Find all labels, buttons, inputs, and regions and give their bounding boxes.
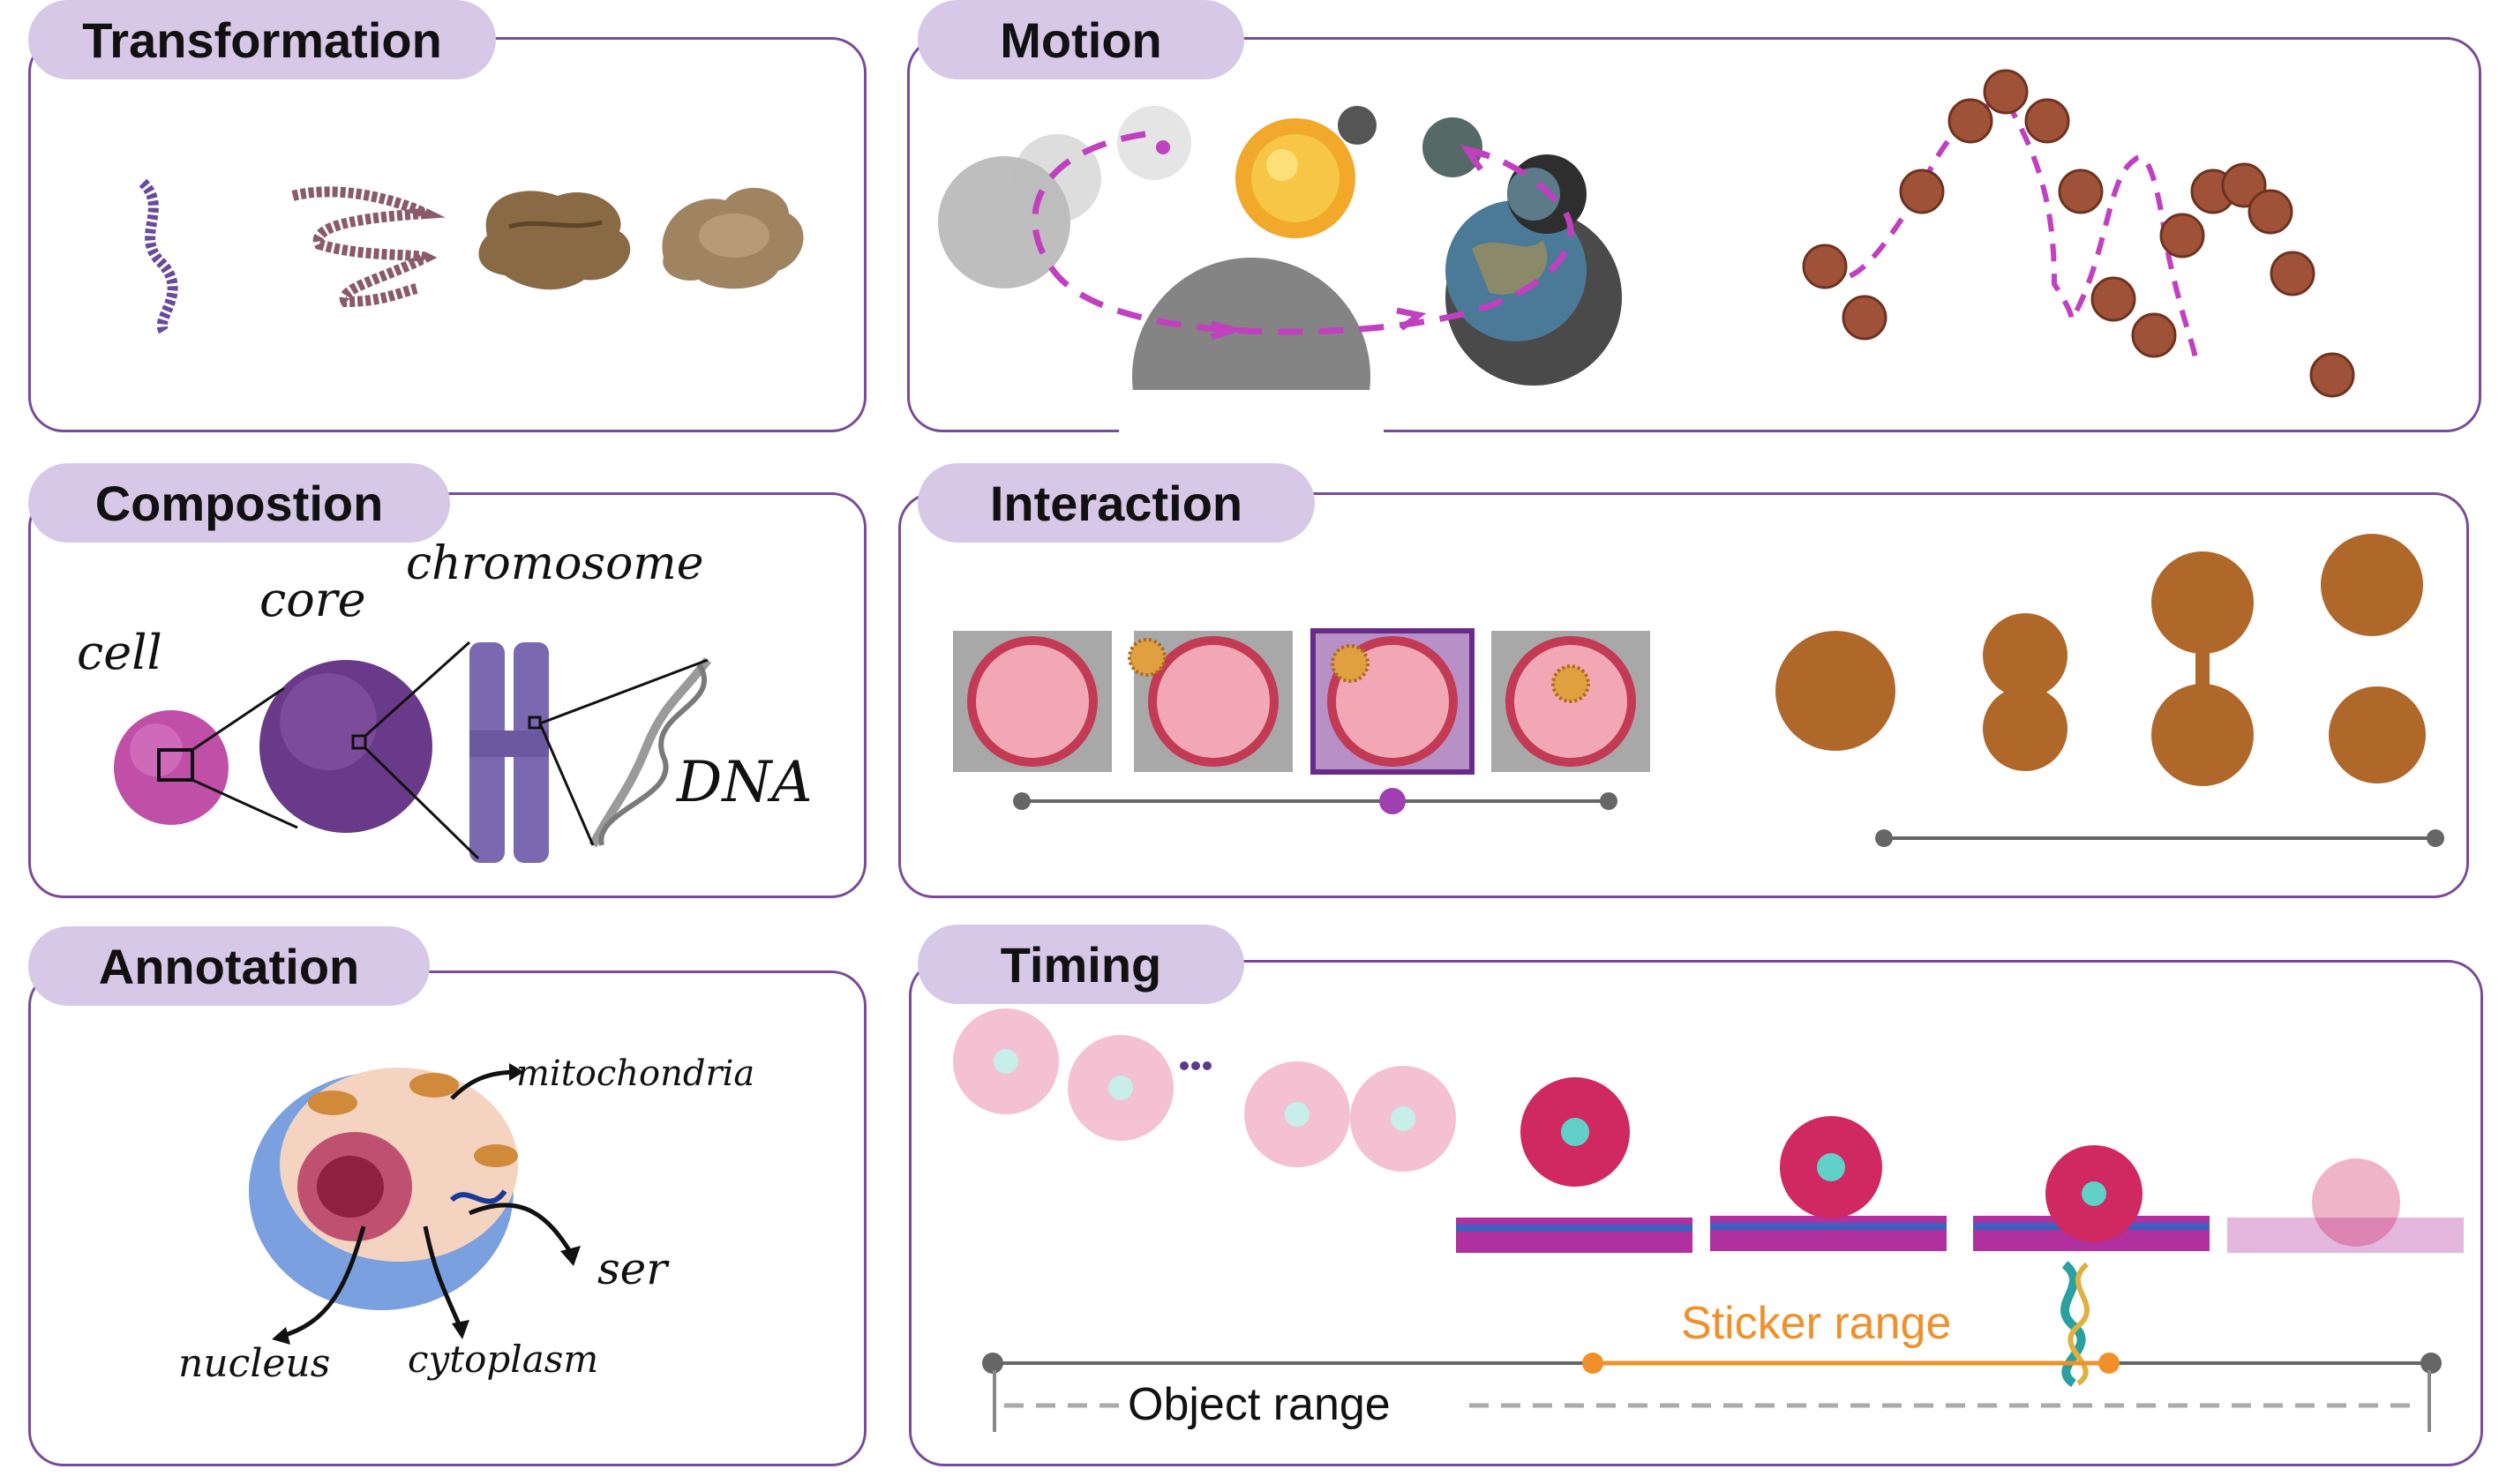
bouncing-balls <box>1802 69 2355 398</box>
object-range-label: Object range <box>1128 1379 1391 1430</box>
annotation-title: Annotation <box>28 926 430 1006</box>
motion-illustrations <box>938 69 2355 432</box>
orbit-path <box>1032 131 1574 335</box>
label-nucleus: nucleus <box>178 1341 330 1386</box>
composition-title: Compostion <box>28 463 450 543</box>
interaction-frame-3-selected <box>1310 628 1475 775</box>
interaction-frame-2 <box>1128 631 1293 772</box>
interaction-frame-4 <box>1491 631 1650 772</box>
dna-helix <box>589 656 711 848</box>
timing-title: Timing <box>918 925 1244 1004</box>
annotation-illustrations: mitochondria ser nucleus cytoplasm <box>178 1053 754 1386</box>
label-cytoplasm: cytoplasm <box>408 1338 598 1381</box>
interaction-title: Interaction <box>918 463 1315 543</box>
dividing-cells <box>1775 534 2426 786</box>
earth-small <box>1338 106 1377 145</box>
label-mitochondria: mitochondria <box>516 1053 754 1094</box>
label-dna: DNA <box>676 750 813 815</box>
chromatin-stage-3 <box>478 191 631 290</box>
label-ser: ser <box>597 1243 670 1294</box>
label-cell: cell <box>77 625 162 680</box>
transformation-title: Transformation <box>28 0 496 79</box>
label-core: core <box>259 572 366 627</box>
composition-illustrations: cell core chromosome DNA <box>77 537 813 863</box>
dna-strand-stage-2 <box>291 186 446 308</box>
transformation-illustrations <box>139 178 804 337</box>
interaction-slider-handle <box>1379 788 1406 814</box>
faded-viruses <box>953 1008 1456 1172</box>
interaction-frame-1 <box>953 631 1112 772</box>
attached-viruses <box>1520 1077 2400 1247</box>
faded-moon-ghost <box>1132 258 1370 432</box>
composition-panel <box>28 492 867 898</box>
dna-strand-stage-1 <box>139 178 178 337</box>
sticker-range-label: Sticker range <box>1681 1298 1952 1349</box>
timing-panel <box>909 960 2483 1466</box>
injected-dna <box>2060 1261 2086 1388</box>
mitochondria-shapes <box>308 1073 518 1167</box>
timing-illustrations <box>953 1008 2464 1432</box>
motion-title: Motion <box>918 0 1244 79</box>
interaction-illustrations <box>953 534 2444 847</box>
membrane-segments <box>1456 1216 2464 1253</box>
label-chromosome: chromosome <box>406 537 703 590</box>
